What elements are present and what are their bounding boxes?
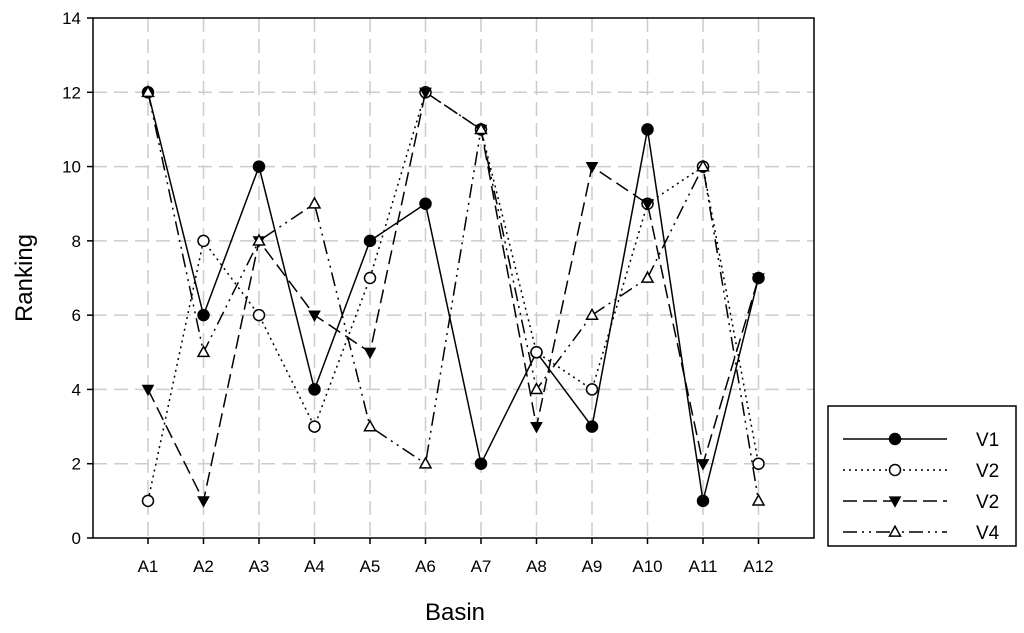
data-point-s4 <box>696 159 710 172</box>
y-tick-label: 6 <box>72 306 81 325</box>
data-point-s1 <box>419 197 432 210</box>
x-axis-label: Basin <box>425 599 485 626</box>
y-axis-label: Ranking <box>11 234 38 322</box>
data-point-s3 <box>530 421 543 434</box>
y-axis-ticks: 0 2 4 6 8 10 12 14 <box>62 9 93 548</box>
series-line-4 <box>147 92 760 501</box>
data-point-s2 <box>141 494 155 508</box>
x-tick-label: A3 <box>249 557 270 576</box>
y-tick-label: 10 <box>62 158 81 177</box>
data-point-s1 <box>197 308 210 322</box>
data-point-s4 <box>529 382 544 395</box>
legend-marker-1 <box>888 432 902 446</box>
data-point-s4 <box>196 344 211 358</box>
data-point-s4 <box>363 419 377 432</box>
data-point-s3 <box>696 459 710 471</box>
legend-label-2: V2 <box>976 461 999 482</box>
legend-marker-4 <box>888 524 902 537</box>
x-tick-label: A12 <box>743 557 773 576</box>
x-tick-label: A11 <box>689 557 718 576</box>
x-tick-label: A4 <box>304 557 325 576</box>
x-tick-label: A10 <box>632 557 662 576</box>
series-markers <box>141 84 766 508</box>
x-tick-label: A7 <box>471 557 492 576</box>
series-line-1 <box>147 92 760 502</box>
y-tick-label: 0 <box>72 529 81 548</box>
y-tick-label: 14 <box>62 9 81 28</box>
x-axis-ticks: A1 A2 A3 A4 A5 A6 A7 A8 A9 A10 A11 A12 <box>138 538 774 576</box>
data-point-s1 <box>474 457 488 470</box>
legend-label-1: V1 <box>976 430 999 451</box>
data-point-s4 <box>751 493 766 506</box>
data-point-s3 <box>752 273 765 285</box>
data-point-s2 <box>752 457 765 470</box>
x-tick-label: A8 <box>526 557 547 576</box>
data-point-s2 <box>585 383 599 396</box>
data-point-s2 <box>363 271 377 285</box>
data-point-s1 <box>308 383 321 396</box>
legend-label-3: V2 <box>976 492 999 513</box>
y-tick-label: 12 <box>62 83 81 102</box>
data-point-s1 <box>696 494 710 508</box>
data-point-s3 <box>419 87 432 100</box>
data-point-s4 <box>640 270 655 283</box>
legend-marker-3 <box>888 496 902 508</box>
data-point-s4 <box>474 122 488 135</box>
x-tick-label: A1 <box>138 557 159 576</box>
data-point-s4 <box>307 196 322 209</box>
x-tick-label: A2 <box>193 557 214 576</box>
data-point-s3 <box>308 310 321 322</box>
data-point-s4 <box>252 233 266 246</box>
data-point-s1 <box>641 123 654 136</box>
data-point-s1 <box>585 420 599 433</box>
y-tick-label: 2 <box>72 455 81 474</box>
data-point-s4 <box>141 84 155 98</box>
series-line-2 <box>147 91 760 502</box>
x-tick-label: A5 <box>360 557 381 576</box>
data-point-s3 <box>641 199 654 211</box>
series-lines <box>147 91 760 504</box>
data-point-s3 <box>585 161 599 174</box>
data-point-s4 <box>585 307 599 321</box>
legend-box <box>827 405 1017 547</box>
y-tick-label: 8 <box>72 232 81 251</box>
legend-marker-2 <box>888 463 902 477</box>
data-point-s1 <box>252 160 266 173</box>
y-tick-label: 4 <box>72 380 81 399</box>
data-point-s1 <box>363 234 377 248</box>
plot-area-frame <box>92 17 815 539</box>
x-tick-label: A6 <box>415 557 436 576</box>
data-point-s4 <box>418 456 433 469</box>
legend-label-4: V4 <box>976 523 1000 544</box>
series-line-3 <box>147 91 760 504</box>
data-point-s2 <box>197 234 210 248</box>
legend: V1 V2 V2 V4 <box>827 405 1017 547</box>
x-tick-label: A9 <box>582 557 603 576</box>
data-point-s2 <box>252 308 266 322</box>
data-point-s3 <box>141 384 155 397</box>
data-point-s3 <box>363 347 377 360</box>
data-point-s3 <box>197 496 210 508</box>
data-point-s2 <box>530 346 543 359</box>
data-point-s2 <box>308 420 321 433</box>
